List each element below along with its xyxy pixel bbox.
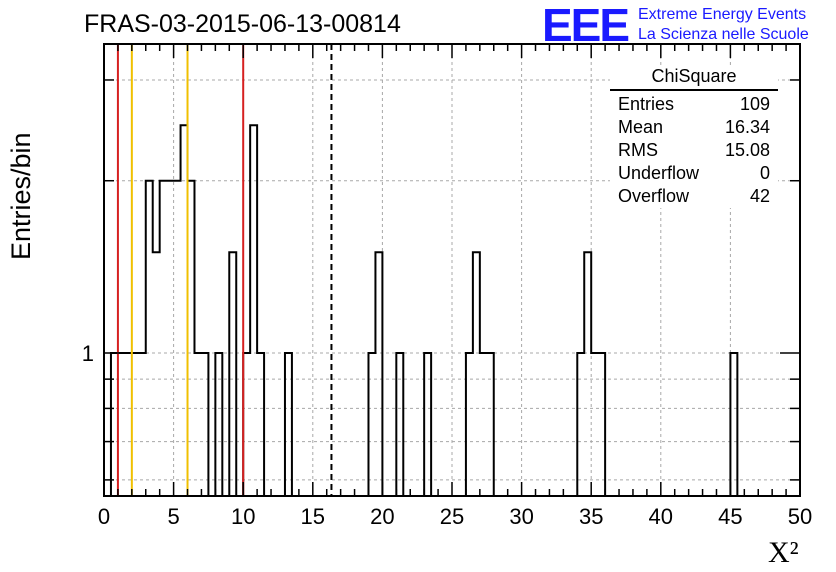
x-tick-label: 15 [301,504,325,529]
x-tick-label: 30 [509,504,533,529]
logo-line-2: La Scienza nelle Scuole [638,26,809,43]
x-tick-label: 5 [167,504,179,529]
stat-label: Mean [618,117,664,137]
logo-line-1: Extreme Energy Events [638,6,807,23]
stat-row-entries: Entries 109 [610,93,778,116]
x-tick-label: 50 [788,504,812,529]
x-tick-label: 45 [718,504,742,529]
stat-value: 109 [739,94,770,114]
stat-row-mean: Mean 16.34 [610,116,778,139]
x-tick-label: 40 [649,504,673,529]
stat-value: 42 [749,186,770,206]
y-tick-label: 1 [82,341,94,366]
x-tick-label: 25 [440,504,464,529]
x-tick-label: 0 [98,504,110,529]
stat-value: 0 [759,163,770,183]
stats-box: ChiSquare Entries 109 Mean 16.34 RMS 15.… [610,66,778,208]
stat-label: RMS [618,140,658,160]
stat-row-rms: RMS 15.08 [610,139,778,162]
x-axis-label: X² [768,536,799,569]
chart-title: FRAS-03-2015-06-13-00814 [84,10,401,38]
stat-label: Overflow [618,186,690,206]
stat-value: 16.34 [724,117,770,137]
stat-row-underflow: Underflow 0 [610,162,778,185]
stat-label: Entries [618,94,675,114]
x-tick-label: 35 [579,504,603,529]
stat-label: Underflow [618,163,700,183]
y-axis-label: Entries/bin [6,132,36,260]
stats-title: ChiSquare [610,66,778,91]
x-tick-label: 20 [370,504,394,529]
stat-row-overflow: Overflow 42 [610,185,778,208]
stat-value: 15.08 [724,140,770,160]
logo-mark: EEE [542,0,630,51]
x-tick-label: 10 [231,504,255,529]
